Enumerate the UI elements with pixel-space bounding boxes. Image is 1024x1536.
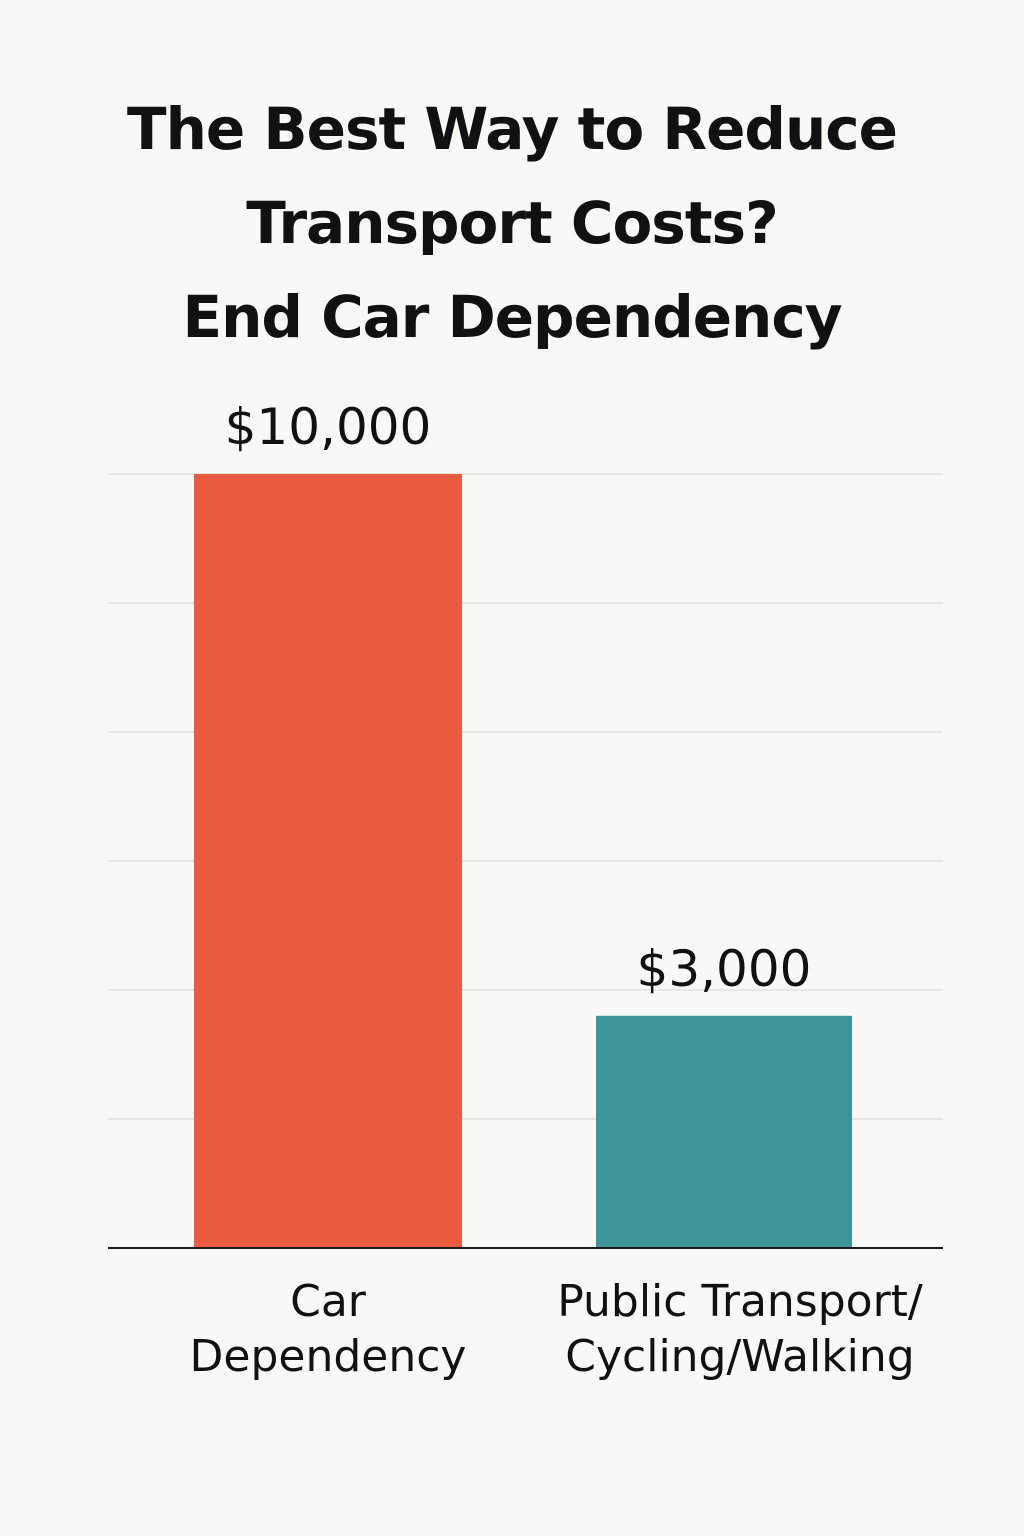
data-label: $10,000 — [225, 398, 432, 456]
category-label: Cycling/Walking — [565, 1331, 914, 1382]
chart-title-line-3: End Car Dependency — [182, 283, 842, 351]
data-label: $3,000 — [637, 940, 812, 998]
category-label: Car — [290, 1276, 367, 1327]
bar — [596, 1015, 852, 1248]
chart-title-line-1: The Best Way to Reduce — [127, 95, 898, 163]
category-label: Public Transport/ — [557, 1276, 923, 1327]
chart-title-line-2: Transport Costs? — [246, 189, 778, 257]
bar — [194, 474, 462, 1248]
chart-title: The Best Way to Reduce Transport Costs? … — [0, 82, 1024, 364]
bars — [194, 474, 852, 1248]
category-label: Dependency — [190, 1331, 467, 1382]
